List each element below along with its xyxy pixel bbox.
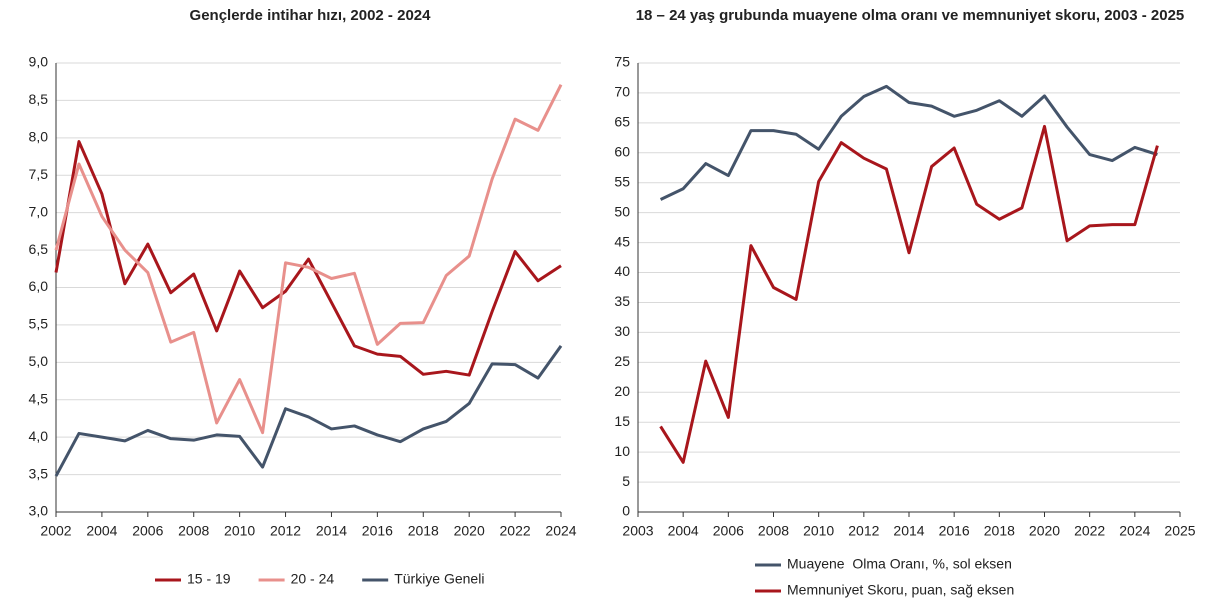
y-tick-label: 55	[614, 173, 630, 189]
y-tick-label: 40	[614, 263, 630, 279]
y-tick-label: 4,5	[29, 390, 49, 406]
chart-title: 18 – 24 yaş grubunda muayene olma oranı …	[635, 7, 1185, 24]
x-tick-label: 2010	[803, 523, 834, 539]
x-tick-label: 2014	[316, 523, 347, 539]
x-tick-label: 2006	[132, 523, 163, 539]
y-tick-label: 65	[614, 114, 630, 130]
x-tick-label: 2004	[86, 523, 117, 539]
x-tick-label: 2018	[408, 523, 439, 539]
legend-label: Muayene Olma Oranı, %, sol eksen	[787, 556, 1012, 572]
x-tick-label: 2022	[1074, 523, 1105, 539]
x-tick-label: 2008	[178, 523, 209, 539]
x-tick-label: 2016	[362, 523, 393, 539]
x-tick-label: 2016	[939, 523, 970, 539]
line-series	[659, 84, 1158, 201]
y-tick-label: 0	[622, 503, 630, 519]
y-tick-label: 5,5	[29, 316, 49, 332]
y-tick-label: 20	[614, 383, 630, 399]
line-series	[54, 84, 563, 435]
y-tick-label: 15	[614, 413, 630, 429]
y-tick-label: 6,0	[29, 278, 49, 294]
y-tick-label: 8,5	[29, 91, 49, 107]
y-tick-label: 3,5	[29, 465, 49, 481]
y-tick-label: 50	[614, 203, 630, 219]
y-tick-label: 5	[622, 473, 630, 489]
y-tick-label: 10	[614, 443, 630, 459]
legend-label: 15 - 19	[187, 571, 231, 587]
legend-label: Memnuniyet Skoru, puan, sağ eksen	[787, 582, 1014, 598]
y-tick-label: 6,5	[29, 241, 49, 257]
chart-title: Gençlerde intihar hızı, 2002 - 2024	[189, 7, 431, 24]
x-tick-label: 2012	[270, 523, 301, 539]
y-tick-label: 3,0	[29, 503, 49, 519]
x-tick-label: 2008	[758, 523, 789, 539]
y-tick-label: 4,0	[29, 428, 49, 444]
y-tick-label: 70	[614, 84, 630, 100]
x-tick-label: 2024	[545, 523, 576, 539]
legend-label: Türkiye Geneli	[394, 571, 484, 587]
y-tick-label: 8,0	[29, 129, 49, 145]
y-tick-label: 60	[614, 144, 630, 160]
y-tick-label: 35	[614, 293, 630, 309]
line-series	[54, 344, 563, 477]
line-series	[659, 124, 1159, 464]
x-tick-label: 2020	[454, 523, 485, 539]
x-tick-label: 2012	[848, 523, 879, 539]
y-tick-label: 9,0	[29, 54, 49, 70]
y-tick-label: 7,5	[29, 166, 49, 182]
y-tick-label: 7,0	[29, 203, 49, 219]
y-tick-label: 30	[614, 323, 630, 339]
y-tick-label: 5,0	[29, 353, 49, 369]
x-tick-label: 2010	[224, 523, 255, 539]
x-tick-label: 2018	[984, 523, 1015, 539]
x-tick-label: 2006	[713, 523, 744, 539]
x-tick-label: 2002	[40, 523, 71, 539]
x-tick-label: 2014	[893, 523, 924, 539]
legend-label: 20 - 24	[291, 571, 335, 587]
y-tick-label: 25	[614, 353, 630, 369]
x-tick-label: 2022	[500, 523, 531, 539]
y-tick-label: 75	[614, 54, 630, 70]
y-tick-label: 45	[614, 233, 630, 249]
x-tick-label: 2025	[1164, 523, 1195, 539]
x-tick-label: 2003	[622, 523, 653, 539]
line-series	[54, 140, 562, 377]
x-tick-label: 2020	[1029, 523, 1060, 539]
x-tick-label: 2004	[668, 523, 699, 539]
x-tick-label: 2024	[1119, 523, 1150, 539]
